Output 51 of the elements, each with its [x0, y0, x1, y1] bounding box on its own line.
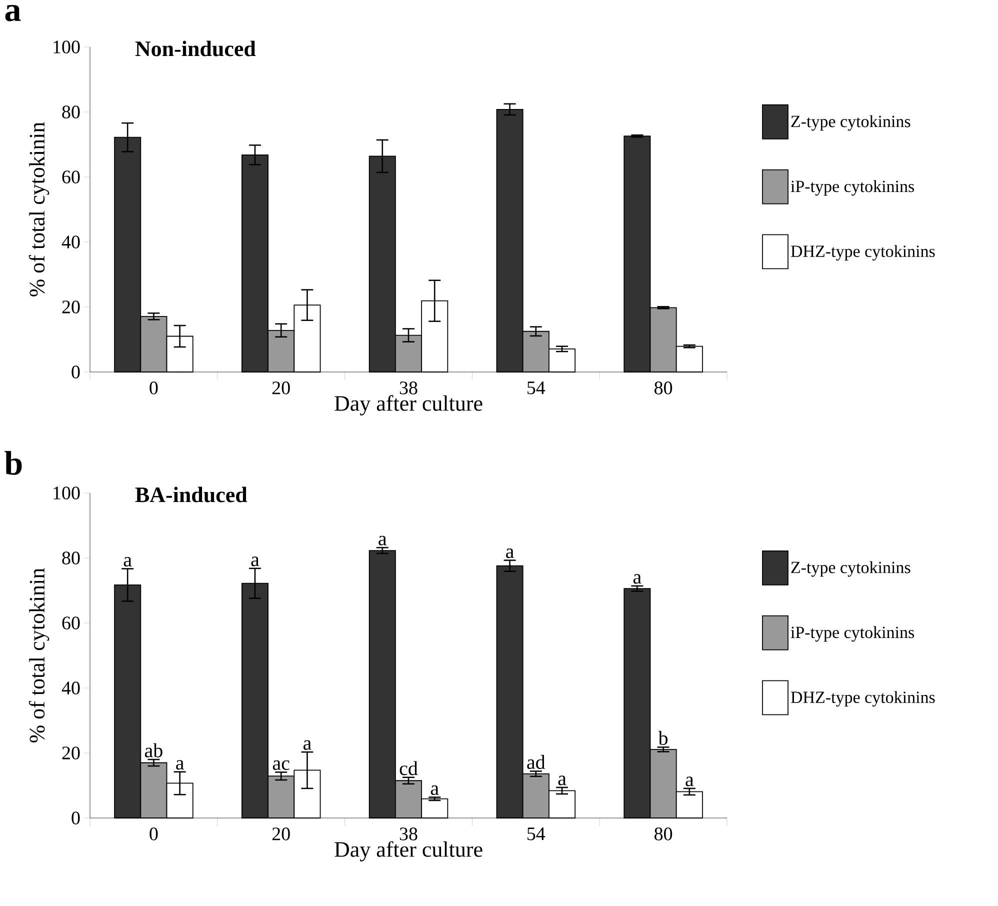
y-tick-label: 20 [62, 746, 80, 760]
legend-label: DHZ-type cytokinins [790, 691, 935, 707]
legend-label: iP-type cytokinins [790, 626, 914, 642]
x-tick-label: 80 [654, 382, 672, 394]
data-label: a [558, 776, 566, 786]
x-axis-title: Day after culture [334, 841, 482, 862]
x-tick-label: 0 [150, 382, 158, 394]
x-tick-label: 0 [150, 828, 158, 840]
y-tick-label: 40 [62, 236, 80, 248]
data-label: ab [144, 743, 162, 758]
y-tick-label: 60 [62, 616, 80, 630]
data-label: b [658, 730, 668, 745]
y-axis-title: % of total cytokinin [28, 568, 50, 742]
x-tick-label: 38 [400, 382, 418, 394]
y-tick-label: 0 [72, 812, 80, 824]
y-tick-label: 80 [62, 552, 80, 564]
data-label: a [686, 776, 694, 786]
data-label: cd [400, 761, 418, 776]
y-tick-label: 100 [54, 486, 80, 500]
text: b [4, 450, 22, 475]
data-label: ad [527, 754, 546, 770]
chart-title: BA-induced [135, 486, 248, 502]
legend-label: Z-type cytokinins [791, 561, 910, 577]
y-tick-label: 80 [62, 106, 80, 118]
text: a [5, 4, 21, 22]
data-label: ac [272, 760, 290, 770]
legend-label: DHZ-type cytokinins [790, 245, 935, 261]
y-tick-label: 40 [62, 682, 80, 694]
legend-label: Z-type cytokinins [791, 115, 910, 131]
x-tick-label: 54 [528, 828, 546, 840]
data-label: a [633, 574, 642, 584]
y-tick-label: 0 [72, 366, 80, 378]
data-label: a [251, 556, 260, 566]
data-label: a [378, 536, 387, 546]
data-label: a [430, 785, 439, 796]
data-label: a [506, 548, 514, 558]
x-tick-label: 20 [272, 382, 290, 394]
y-axis-title: % of total cytokinin [28, 122, 50, 296]
x-tick-label: 80 [654, 828, 672, 840]
data-label: a [303, 740, 312, 750]
legend-label: iP-type cytokinins [790, 180, 914, 196]
data-label: a [124, 556, 132, 567]
y-tick-label: 100 [54, 40, 80, 54]
x-tick-label: 38 [400, 828, 418, 840]
x-axis-title: Day after culture [334, 395, 482, 416]
chart-title: Non-induced [135, 40, 256, 56]
data-label: a [176, 760, 184, 770]
x-tick-label: 20 [272, 828, 290, 840]
y-tick-label: 20 [62, 300, 80, 314]
x-tick-label: 54 [528, 382, 546, 394]
y-tick-label: 60 [62, 170, 80, 184]
